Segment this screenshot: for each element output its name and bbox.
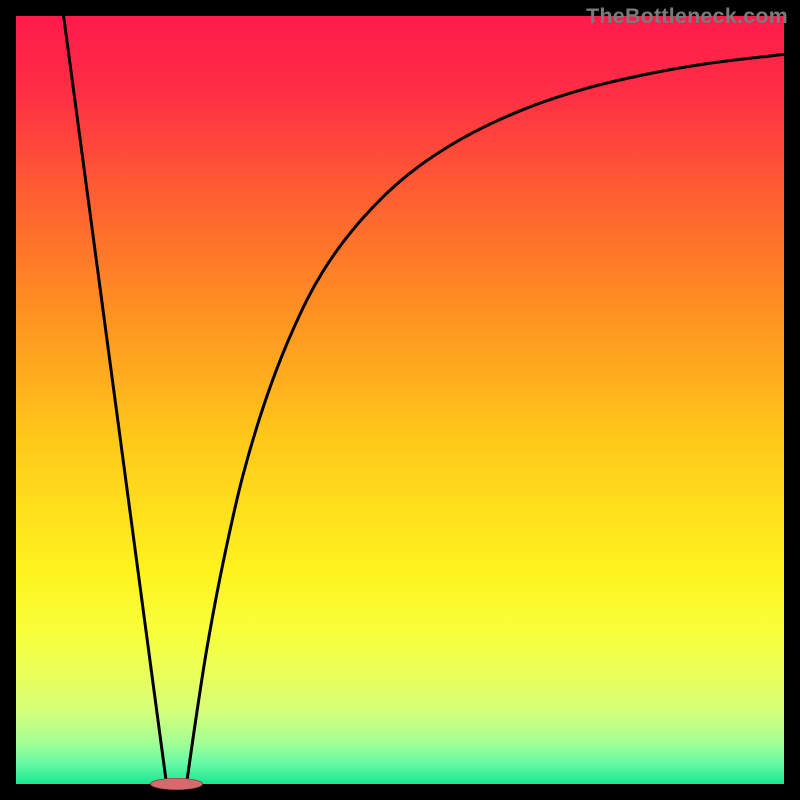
bottleneck-chart (0, 0, 800, 800)
optimal-marker (150, 778, 202, 790)
chart-container: TheBottleneck.com (0, 0, 800, 800)
watermark-text: TheBottleneck.com (586, 4, 788, 29)
heat-gradient-area (16, 16, 784, 784)
